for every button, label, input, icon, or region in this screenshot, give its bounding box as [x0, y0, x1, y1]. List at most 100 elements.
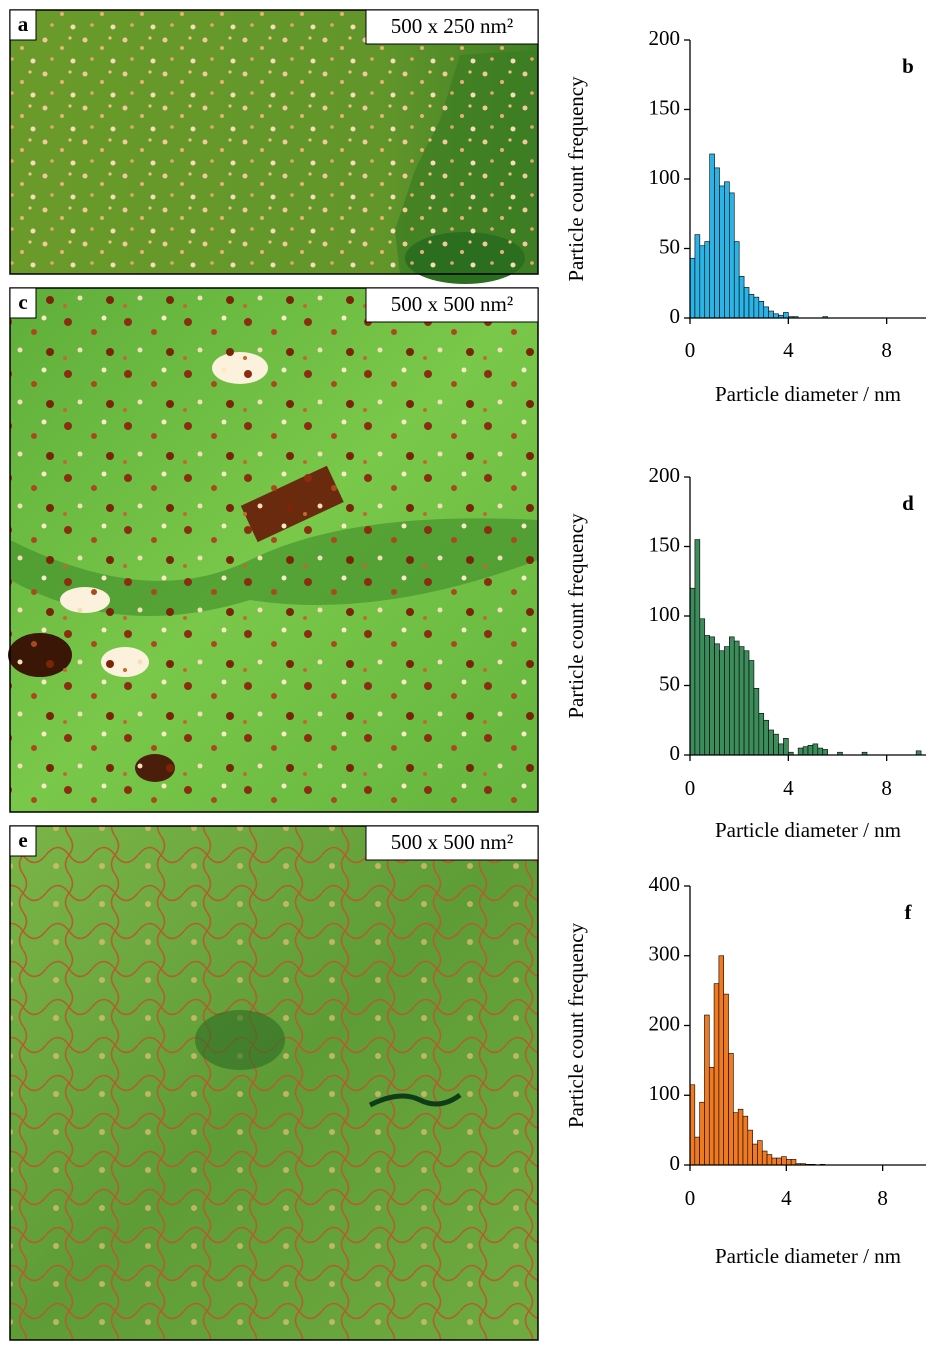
x-tick-label: 0	[685, 338, 696, 362]
bar	[776, 1157, 782, 1166]
x-tick-label: 0	[685, 1186, 696, 1210]
bar	[822, 749, 828, 756]
bar	[723, 993, 729, 1166]
bar	[753, 687, 760, 756]
x-tick-label: 4	[783, 776, 794, 800]
y-tick-label: 0	[670, 741, 681, 765]
bar	[699, 1101, 705, 1166]
bar	[699, 618, 706, 756]
panel-label: d	[902, 491, 914, 515]
bar	[704, 1014, 710, 1166]
panel-label: e	[18, 828, 27, 852]
bar	[694, 539, 701, 756]
bar	[699, 245, 706, 319]
y-tick-label: 300	[649, 942, 681, 966]
bar	[724, 646, 730, 756]
y-tick-label: 150	[649, 95, 681, 119]
x-tick-label: 0	[685, 776, 696, 800]
scale-label: 500 x 500 nm²	[391, 830, 513, 854]
bar	[797, 747, 804, 756]
bar	[733, 640, 740, 756]
bar	[761, 1150, 768, 1166]
bar	[724, 181, 730, 319]
bar	[718, 955, 725, 1166]
bar	[783, 312, 789, 319]
x-tick-label: 8	[877, 1186, 888, 1210]
bar	[752, 1143, 758, 1166]
stm-image	[9, 825, 539, 1341]
bar	[714, 167, 720, 319]
bar	[719, 185, 725, 319]
bar	[728, 1053, 734, 1166]
y-tick-label: 100	[649, 602, 681, 626]
scale-box	[365, 287, 539, 323]
y-axis-label: Particle count frequency	[564, 922, 588, 1128]
bar	[768, 729, 774, 756]
bar	[763, 306, 769, 319]
bar	[689, 1084, 696, 1166]
bar	[729, 636, 735, 756]
y-tick-label: 0	[670, 304, 681, 328]
x-tick-label: 4	[783, 338, 794, 362]
bar	[709, 153, 715, 319]
bar	[753, 296, 760, 319]
bar	[748, 294, 755, 319]
panel-label: a	[18, 12, 29, 36]
stm-image	[8, 287, 539, 813]
y-tick-label: 200	[649, 26, 681, 50]
bar	[773, 733, 779, 756]
y-tick-label: 400	[649, 872, 681, 896]
bar	[694, 1136, 700, 1166]
bar	[790, 1159, 797, 1166]
bar	[704, 635, 710, 756]
bar	[704, 241, 710, 319]
bar	[763, 719, 769, 756]
y-tick-label: 50	[659, 234, 680, 258]
bar	[689, 257, 696, 319]
panel-label: b	[902, 54, 914, 78]
bar	[802, 746, 809, 756]
bar	[766, 1154, 773, 1166]
label-box	[9, 287, 37, 319]
bar	[713, 983, 720, 1166]
bar	[694, 234, 701, 319]
bar	[758, 301, 765, 319]
bar	[747, 1129, 753, 1166]
bar	[786, 1159, 792, 1166]
x-axis-label: Particle diameter / nm	[715, 382, 901, 406]
y-tick-label: 200	[649, 1011, 681, 1035]
bar	[771, 1157, 777, 1166]
y-tick-label: 50	[659, 671, 680, 695]
bar	[737, 1108, 744, 1166]
bar	[743, 287, 750, 319]
bar	[738, 646, 745, 756]
x-axis-label: Particle diameter / nm	[715, 818, 901, 842]
bar	[743, 650, 750, 756]
x-tick-label: 8	[881, 338, 892, 362]
bar	[757, 1140, 763, 1166]
x-axis-label: Particle diameter / nm	[715, 1244, 901, 1268]
bar	[807, 744, 814, 756]
scale-label: 500 x 250 nm²	[391, 14, 513, 38]
bar	[729, 192, 735, 319]
bar	[742, 1115, 749, 1166]
bar	[719, 650, 725, 756]
panel-label: f	[905, 900, 913, 924]
y-tick-label: 200	[649, 463, 681, 487]
bar	[768, 310, 774, 319]
bar	[714, 643, 720, 756]
label-box	[9, 825, 37, 857]
scale-label: 500 x 500 nm²	[391, 292, 513, 316]
bar	[812, 743, 819, 756]
y-axis-label: Particle count frequency	[564, 76, 588, 282]
x-tick-label: 4	[781, 1186, 792, 1210]
bar	[748, 660, 755, 756]
bar	[709, 636, 715, 756]
bar	[817, 747, 824, 756]
scale-box	[365, 825, 539, 861]
bar	[689, 587, 696, 756]
panel-label: c	[18, 290, 27, 314]
y-tick-label: 100	[649, 1081, 681, 1105]
bar	[781, 1156, 787, 1166]
